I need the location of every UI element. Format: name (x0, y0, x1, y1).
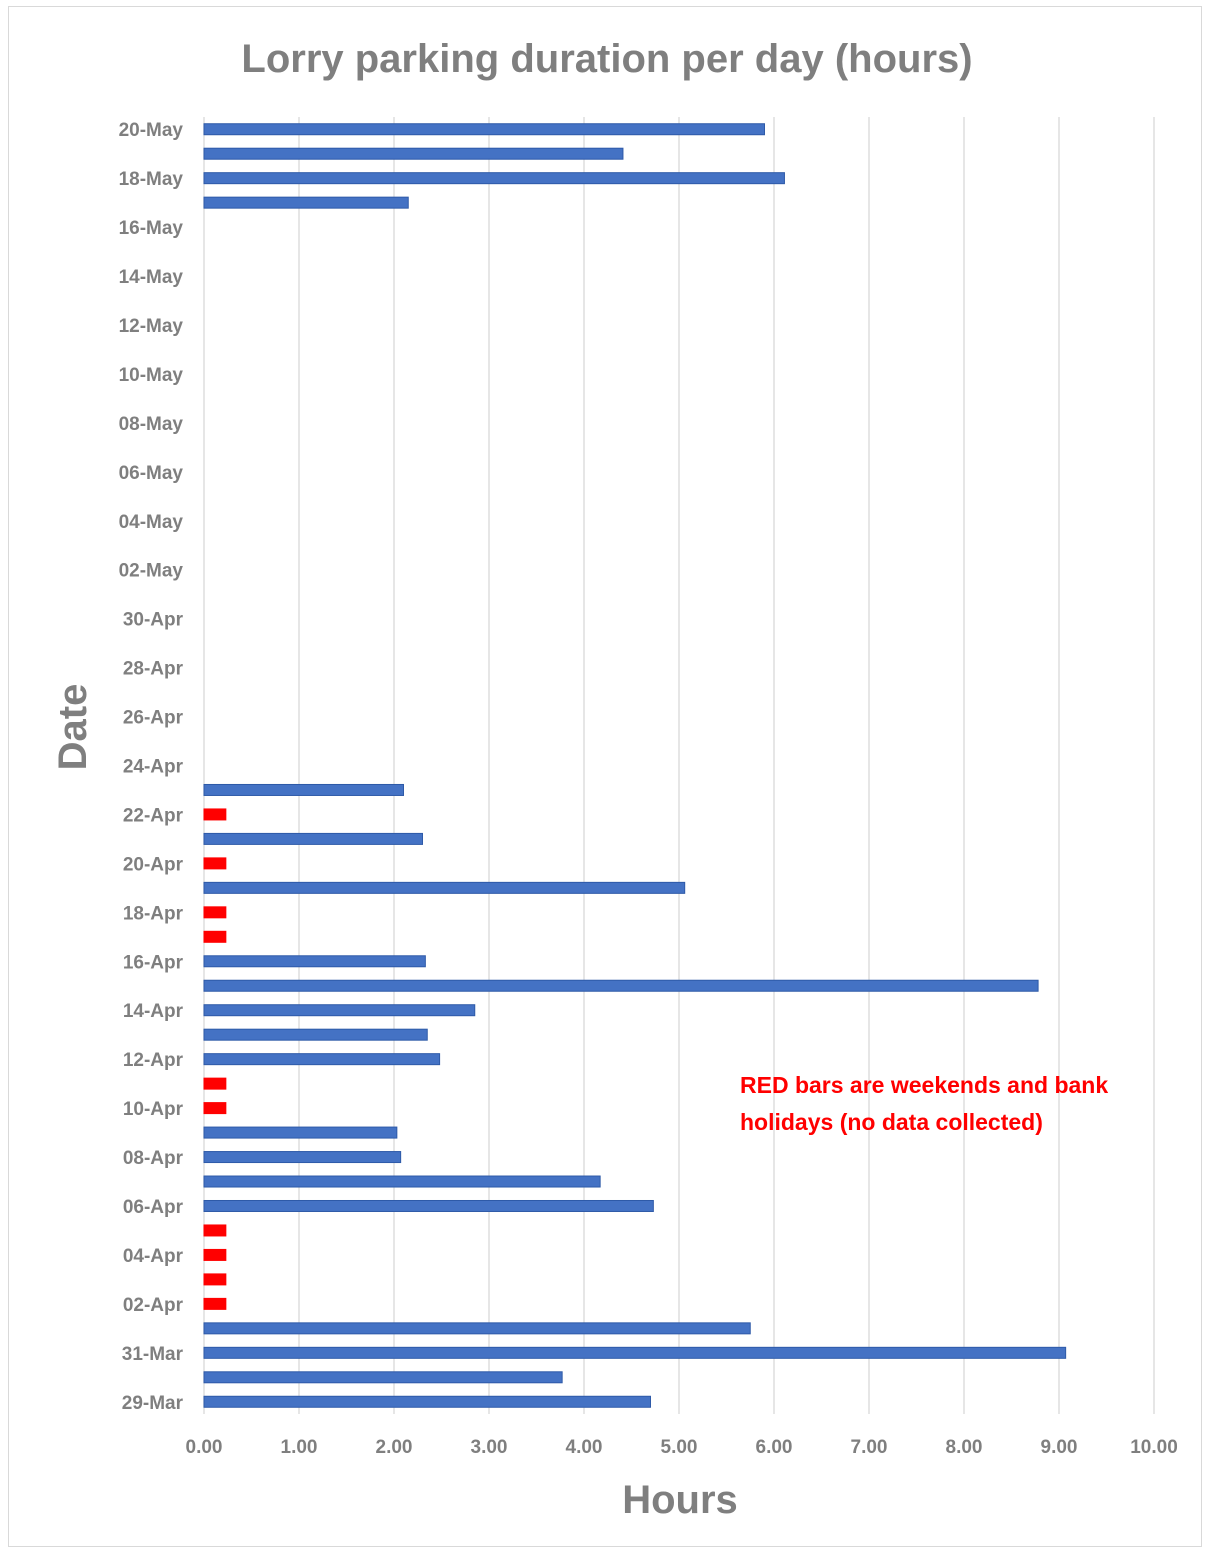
y-tick-label: 04-Apr (123, 1246, 184, 1267)
bar-11-Apr (203, 1077, 227, 1090)
gridlines (203, 117, 1155, 1414)
y-tick-label: 06-May (119, 463, 184, 484)
x-tick-label: 0.00 (186, 1437, 223, 1458)
bar-08-Apr (203, 1151, 402, 1164)
bar-18-Apr (203, 906, 227, 919)
bar-09-Apr (203, 1126, 398, 1139)
bar-19-May (203, 147, 624, 160)
y-tick-label: 06-Apr (123, 1197, 184, 1218)
y-tick-label: 14-Apr (123, 1001, 184, 1022)
y-tick-label: 20-May (119, 120, 184, 141)
y-tick-label: 12-May (119, 316, 184, 337)
bar-17-May (203, 196, 409, 209)
y-tick-label: 20-Apr (123, 854, 184, 875)
x-tick-label: 3.00 (471, 1437, 508, 1458)
y-tick-label: 02-May (119, 561, 184, 582)
y-tick-label: 29-Mar (122, 1393, 184, 1414)
y-tick-label: 18-May (119, 169, 184, 190)
bar-01-Apr (203, 1322, 751, 1335)
annotation-line-2: holidays (no data collected) (740, 1109, 1043, 1135)
x-tick-label: 7.00 (851, 1437, 888, 1458)
bar-02-Apr (203, 1297, 227, 1310)
y-tick-label: 31-Mar (122, 1344, 184, 1365)
annotation-line-1: RED bars are weekends and bank (740, 1072, 1108, 1098)
y-tick-label: 28-Apr (123, 659, 184, 680)
bar-30-Mar (203, 1371, 563, 1384)
y-tick-label: 30-Apr (123, 610, 184, 631)
x-tick-label: 4.00 (566, 1437, 603, 1458)
bar-21-Apr (203, 832, 423, 845)
x-tick-label: 2.00 (376, 1437, 413, 1458)
chart-title: Lorry parking duration per day (hours) (241, 37, 972, 81)
y-tick-label: 18-Apr (123, 903, 184, 924)
y-axis-label: Date (51, 684, 95, 771)
bars (203, 123, 1067, 1408)
bar-16-Apr (203, 955, 426, 968)
x-tick-label: 9.00 (1041, 1437, 1078, 1458)
bar-13-Apr (203, 1028, 428, 1041)
bar-31-Mar (203, 1346, 1067, 1359)
x-axis-label: Hours (622, 1478, 738, 1522)
bar-19-Apr (203, 881, 686, 894)
bar-29-Mar (203, 1395, 651, 1408)
x-tick-labels: 0.00 1.00 2.00 3.00 4.00 5.00 6.00 7.00 8.00 9.00… (186, 1437, 1178, 1458)
bar-17-Apr (203, 930, 227, 943)
bar-18-May (203, 172, 785, 185)
bar-14-Apr (203, 1004, 476, 1017)
y-tick-label: 04-May (119, 512, 184, 533)
bar-15-Apr (203, 979, 1039, 992)
x-tick-label: 5.00 (661, 1437, 698, 1458)
bar-20-May (203, 123, 765, 136)
bar-04-Apr (203, 1248, 227, 1261)
x-tick-label: 10.00 (1130, 1437, 1178, 1458)
y-tick-label: 10-May (119, 365, 184, 386)
y-tick-label: 08-Apr (123, 1148, 184, 1169)
bar-06-Apr (203, 1199, 654, 1212)
chart-frame (8, 6, 1202, 1547)
y-tick-label: 22-Apr (123, 805, 184, 826)
x-tick-label: 6.00 (756, 1437, 793, 1458)
y-tick-label: 16-Apr (123, 952, 184, 973)
y-tick-label: 24-Apr (123, 757, 184, 778)
y-tick-label: 02-Apr (123, 1295, 184, 1316)
bar-05-Apr (203, 1224, 227, 1237)
bar-12-Apr (203, 1053, 441, 1066)
y-tick-labels: 29-Mar 31-Mar 02-Apr 04-Apr 06-Apr 08-Apr 10-A… (119, 120, 184, 1414)
bar-22-Apr (203, 808, 227, 821)
bar-20-Apr (203, 857, 227, 870)
bar-10-Apr (203, 1102, 227, 1115)
y-tick-label: 16-May (119, 218, 184, 239)
y-tick-label: 10-Apr (123, 1099, 184, 1120)
bar-07-Apr (203, 1175, 601, 1188)
bar-03-Apr (203, 1273, 227, 1286)
y-tick-label: 08-May (119, 414, 184, 435)
y-tick-label: 12-Apr (123, 1050, 184, 1071)
x-tick-label: 8.00 (946, 1437, 983, 1458)
y-tick-label: 14-May (119, 267, 184, 288)
y-tick-label: 26-Apr (123, 708, 184, 729)
x-tick-label: 1.00 (281, 1437, 318, 1458)
bar-23-Apr (203, 783, 404, 796)
